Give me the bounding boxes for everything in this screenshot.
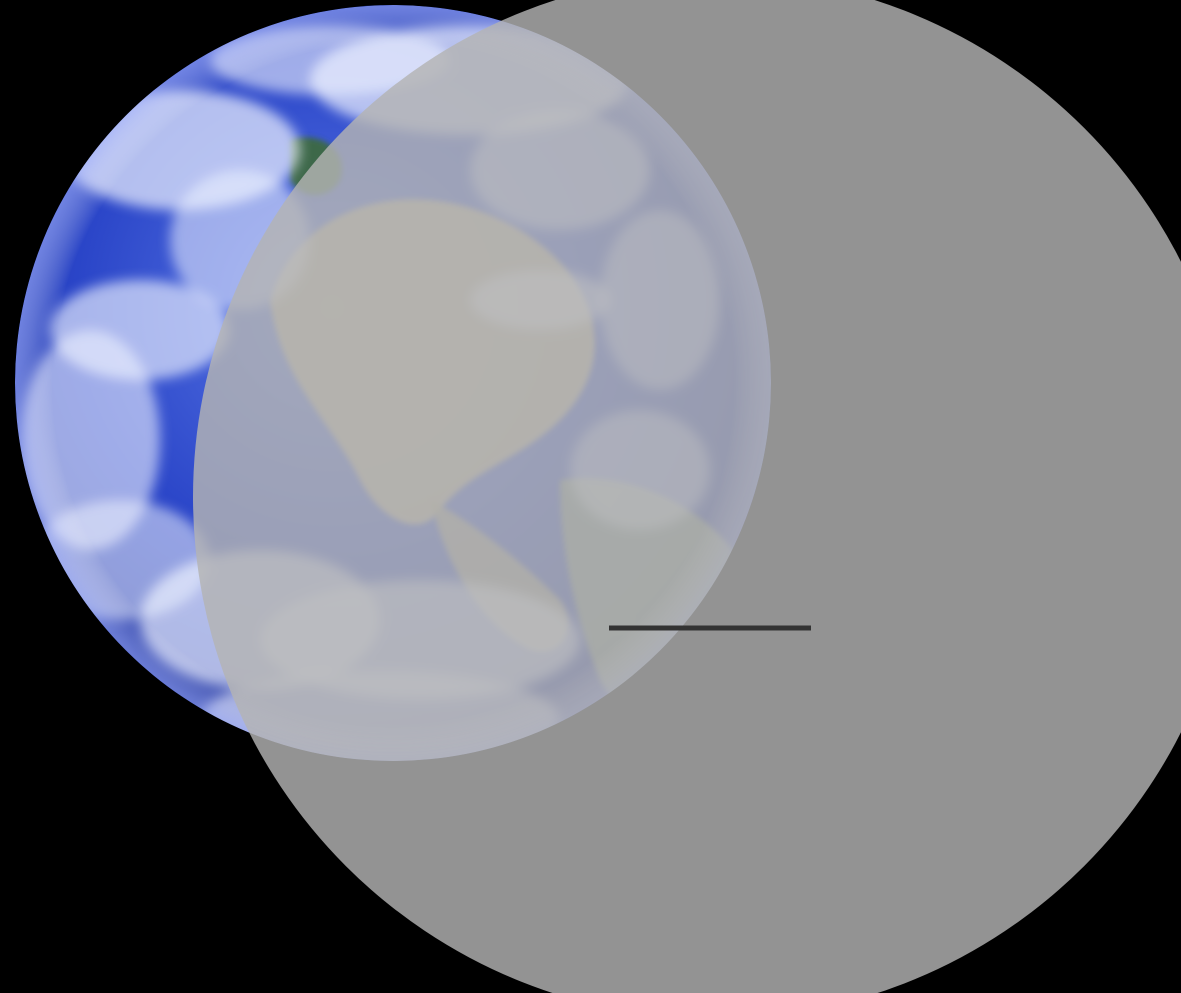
gray-overlay-circle bbox=[193, 0, 1181, 993]
